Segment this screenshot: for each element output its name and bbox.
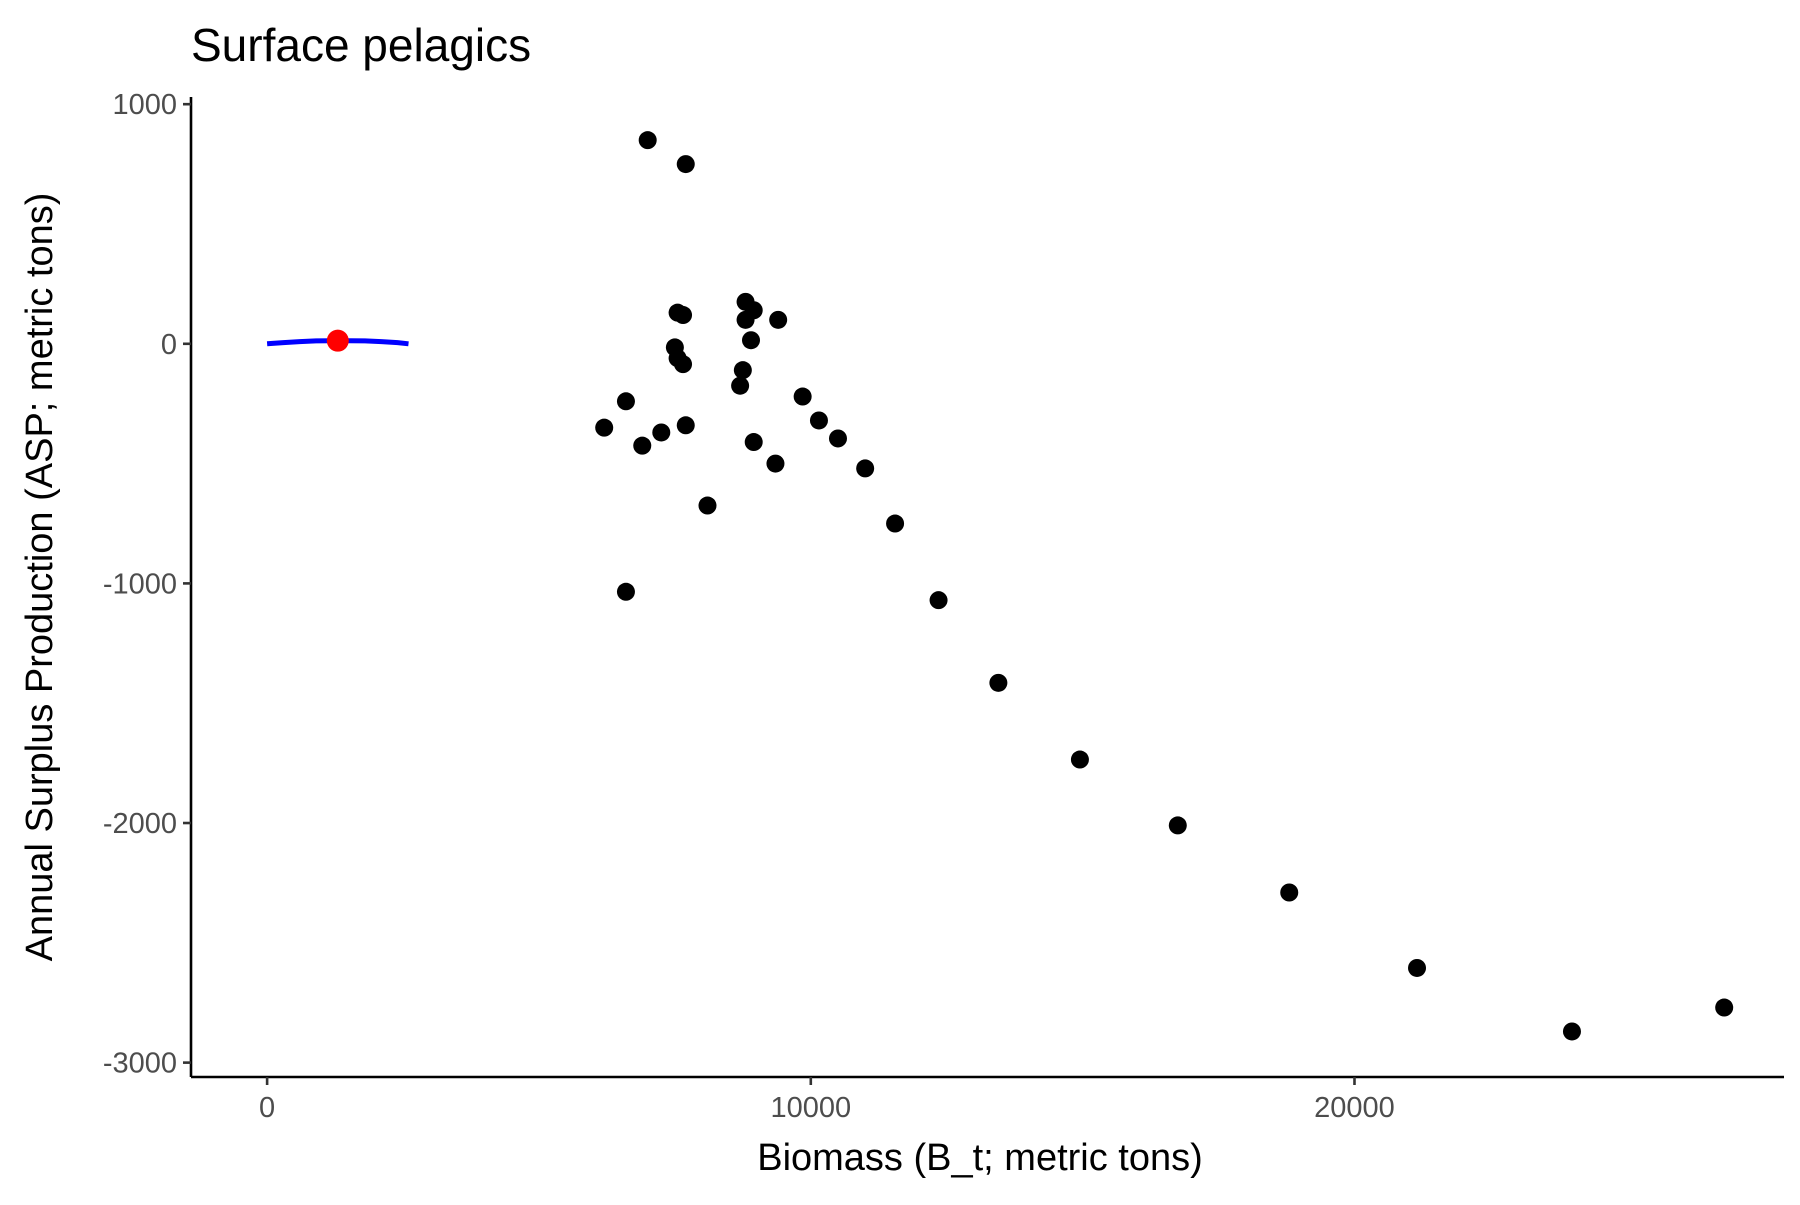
data-point <box>731 376 750 395</box>
data-point <box>856 459 875 478</box>
x-axis-title: Biomass (B_t; metric tons) <box>757 1137 1203 1179</box>
data-point <box>1408 958 1427 977</box>
x-tick-label: 0 <box>259 1092 275 1124</box>
highlight-point-group <box>326 329 349 352</box>
data-point <box>769 310 788 329</box>
data-point <box>736 310 755 329</box>
y-axis: 1000 0 -1000 -2000 -3000 <box>103 89 193 1080</box>
data-point <box>698 496 717 515</box>
data-point <box>1070 750 1089 769</box>
y-tick-label: -2000 <box>103 808 177 840</box>
data-point <box>1562 1022 1581 1041</box>
data-point <box>616 582 635 601</box>
data-point <box>741 331 760 350</box>
y-tick-label: 1000 <box>112 89 177 121</box>
data-point <box>744 433 763 452</box>
chart-title: Surface pelagics <box>191 19 531 71</box>
y-tick-label: -3000 <box>103 1048 177 1080</box>
data-point <box>886 514 905 533</box>
data-point <box>733 361 752 380</box>
data-point <box>1168 816 1187 835</box>
data-point <box>638 131 657 150</box>
data-point <box>652 423 671 442</box>
data-point <box>676 155 695 174</box>
x-tick-label: 10000 <box>770 1092 851 1124</box>
data-point <box>674 355 693 374</box>
data-point <box>1280 883 1299 902</box>
data-point <box>766 454 785 473</box>
data-point <box>1715 998 1734 1017</box>
data-point <box>676 416 695 435</box>
data-point <box>929 591 948 610</box>
data-point <box>616 392 635 411</box>
data-point <box>793 387 812 406</box>
y-tick-label: 0 <box>161 329 177 361</box>
y-axis-title: Annual Surplus Production (ASP; metric t… <box>19 193 61 962</box>
data-point <box>674 306 693 325</box>
data-points-group <box>595 131 1734 1041</box>
x-tick-label: 20000 <box>1314 1092 1395 1124</box>
data-point <box>595 418 614 437</box>
data-point <box>828 429 847 448</box>
y-tick-label: -1000 <box>103 568 177 600</box>
x-axis: 0 10000 20000 <box>191 1075 1784 1124</box>
data-point <box>989 673 1008 692</box>
data-point <box>809 411 828 430</box>
highlight-point <box>326 329 349 352</box>
data-point <box>633 436 652 455</box>
